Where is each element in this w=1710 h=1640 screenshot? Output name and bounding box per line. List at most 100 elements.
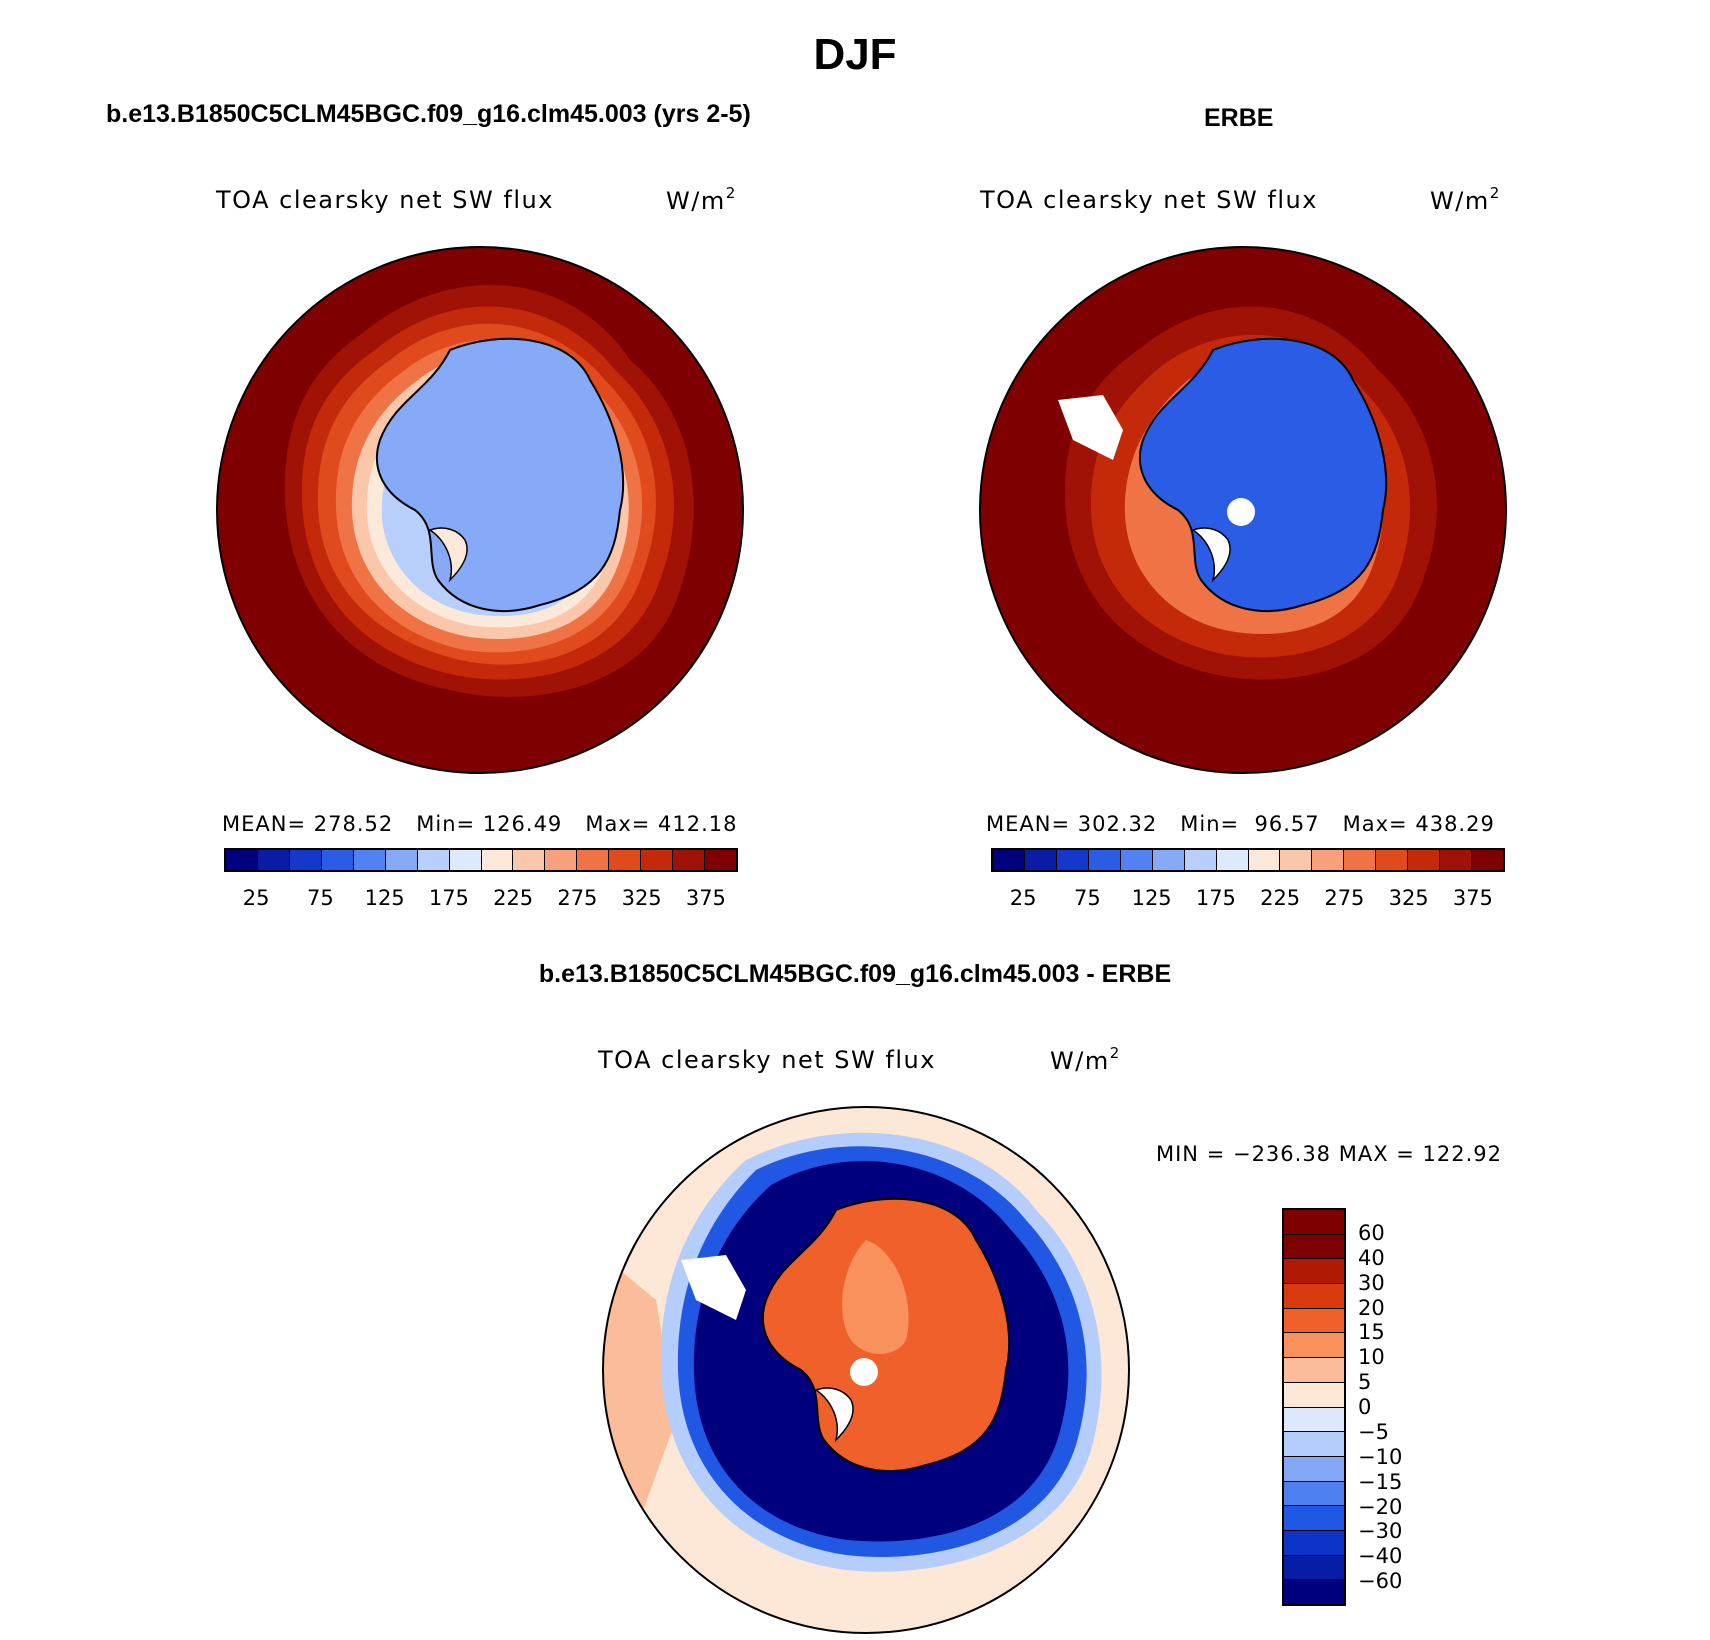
obs-colorbar-swatch bbox=[1344, 850, 1377, 870]
obs-colorbar-swatch bbox=[1472, 850, 1503, 870]
model-colorbar-swatch bbox=[513, 850, 546, 870]
model-colorbar-swatch bbox=[545, 850, 578, 870]
diff-colorbar-tick: 40 bbox=[1358, 1245, 1385, 1270]
obs-colorbar-tick: 175 bbox=[1195, 886, 1236, 910]
obs-colorbar-swatch bbox=[1056, 850, 1089, 870]
diff-colorbar-swatch bbox=[1284, 1358, 1344, 1383]
obs-colorbar-swatch bbox=[1440, 850, 1473, 870]
obs-colorbar bbox=[991, 848, 1505, 872]
obs-colorbar-swatch bbox=[1088, 850, 1121, 870]
diff-units-label: W/m2 bbox=[1050, 1044, 1121, 1075]
obs-colorbar-tick: 125 bbox=[1131, 886, 1172, 910]
obs-colorbar-swatch bbox=[1376, 850, 1409, 870]
diff-colorbar-swatch bbox=[1284, 1506, 1344, 1531]
obs-polar-map bbox=[979, 246, 1507, 774]
diff-colorbar bbox=[1282, 1208, 1346, 1606]
diff-panel-title: b.e13.B1850C5CLM45BGC.f09_g16.clm45.003 … bbox=[538, 960, 1172, 988]
model-colorbar-swatch bbox=[609, 850, 642, 870]
obs-colorbar-swatch bbox=[1216, 850, 1249, 870]
obs-colorbar-ticks: 25 75 125 175 225 275 325 375 bbox=[991, 882, 1505, 912]
obs-units-label: W/m2 bbox=[1430, 184, 1501, 215]
diff-colorbar-ticks: 60 40 30 20 15 10 5 0 −5 −10 −15 −20 −30 −40 −60 bbox=[1358, 1208, 1438, 1606]
model-colorbar-swatch bbox=[673, 850, 706, 870]
diff-colorbar-swatch bbox=[1284, 1481, 1344, 1507]
obs-colorbar-swatch bbox=[1184, 850, 1217, 870]
diff-colorbar-swatch bbox=[1284, 1259, 1344, 1285]
model-colorbar-swatch bbox=[289, 850, 322, 870]
diff-colorbar-tick: 5 bbox=[1358, 1370, 1372, 1395]
diff-variable-label: TOA clearsky net SW flux bbox=[598, 1046, 936, 1074]
diff-polar-map bbox=[602, 1106, 1130, 1634]
obs-colorbar-tick: 275 bbox=[1324, 886, 1365, 910]
diff-colorbar-swatch bbox=[1284, 1456, 1344, 1482]
model-colorbar-tick: 175 bbox=[428, 886, 469, 910]
diff-colorbar-swatch bbox=[1284, 1333, 1344, 1359]
diff-colorbar-tick: −30 bbox=[1358, 1519, 1403, 1544]
diff-colorbar-tick: 20 bbox=[1358, 1295, 1385, 1320]
model-polar-map bbox=[216, 246, 744, 774]
model-colorbar bbox=[224, 848, 738, 872]
model-colorbar-tick: 225 bbox=[493, 886, 534, 910]
model-colorbar-tick: 25 bbox=[242, 886, 270, 910]
diff-colorbar-tick: 30 bbox=[1358, 1270, 1385, 1295]
obs-colorbar-swatch bbox=[1408, 850, 1441, 870]
diff-colorbar-tick: 60 bbox=[1358, 1220, 1385, 1245]
diff-colorbar-tick: −5 bbox=[1358, 1419, 1389, 1444]
model-colorbar-tick: 325 bbox=[621, 886, 662, 910]
model-colorbar-tick: 275 bbox=[557, 886, 598, 910]
diff-colorbar-tick: −40 bbox=[1358, 1544, 1403, 1569]
model-colorbar-tick: 125 bbox=[364, 886, 405, 910]
obs-colorbar-swatch bbox=[1248, 850, 1281, 870]
model-colorbar-swatch bbox=[385, 850, 418, 870]
model-colorbar-swatch bbox=[449, 850, 482, 870]
diff-minmax: MIN = −236.38 MAX = 122.92 bbox=[1156, 1142, 1503, 1166]
diff-colorbar-swatch bbox=[1284, 1234, 1344, 1260]
diff-colorbar-swatch bbox=[1284, 1210, 1344, 1235]
model-colorbar-swatch bbox=[226, 850, 258, 870]
model-stats: MEAN= 278.52 Min= 126.49 Max= 412.18 bbox=[222, 812, 738, 836]
page-title: DJF bbox=[813, 30, 897, 79]
model-colorbar-ticks: 25 75 125 175 225 275 325 375 bbox=[224, 882, 738, 912]
diff-colorbar-tick: −20 bbox=[1358, 1494, 1403, 1519]
diff-colorbar-tick: −10 bbox=[1358, 1444, 1403, 1469]
model-variable-label: TOA clearsky net SW flux bbox=[216, 186, 554, 214]
diff-colorbar-swatch bbox=[1284, 1555, 1344, 1581]
diff-colorbar-swatch bbox=[1284, 1407, 1344, 1433]
model-colorbar-swatch bbox=[257, 850, 290, 870]
obs-colorbar-tick: 325 bbox=[1388, 886, 1429, 910]
model-colorbar-swatch bbox=[417, 850, 450, 870]
model-colorbar-tick: 375 bbox=[685, 886, 726, 910]
obs-colorbar-swatch bbox=[1152, 850, 1185, 870]
model-colorbar-tick: 75 bbox=[307, 886, 334, 910]
obs-colorbar-tick: 25 bbox=[1009, 886, 1037, 910]
obs-panel-title: ERBE bbox=[1204, 104, 1274, 132]
diff-colorbar-swatch bbox=[1284, 1308, 1344, 1334]
diff-colorbar-tick: 10 bbox=[1358, 1345, 1385, 1370]
model-colorbar-swatch bbox=[641, 850, 674, 870]
diff-colorbar-swatch bbox=[1284, 1580, 1344, 1604]
model-colorbar-swatch bbox=[577, 850, 610, 870]
obs-colorbar-swatch bbox=[1312, 850, 1345, 870]
diff-colorbar-tick: −60 bbox=[1358, 1569, 1403, 1594]
diff-colorbar-tick: 0 bbox=[1358, 1395, 1372, 1419]
diff-colorbar-swatch bbox=[1284, 1284, 1344, 1309]
model-panel-title: b.e13.B1850C5CLM45BGC.f09_g16.clm45.003 … bbox=[106, 100, 751, 128]
obs-stats: MEAN= 302.32 Min= 96.57 Max= 438.29 bbox=[986, 812, 1495, 836]
model-colorbar-swatch bbox=[705, 850, 736, 870]
obs-colorbar-tick: 225 bbox=[1260, 886, 1301, 910]
obs-variable-label: TOA clearsky net SW flux bbox=[980, 186, 1318, 214]
obs-colorbar-swatch bbox=[1280, 850, 1313, 870]
obs-colorbar-swatch bbox=[1120, 850, 1153, 870]
obs-colorbar-swatch bbox=[993, 850, 1025, 870]
obs-colorbar-swatch bbox=[1024, 850, 1057, 870]
diff-colorbar-swatch bbox=[1284, 1382, 1344, 1408]
obs-colorbar-tick: 375 bbox=[1452, 886, 1493, 910]
diff-colorbar-tick: 15 bbox=[1358, 1320, 1385, 1345]
diff-colorbar-swatch bbox=[1284, 1530, 1344, 1556]
model-units-label: W/m2 bbox=[666, 184, 737, 215]
model-colorbar-swatch bbox=[321, 850, 354, 870]
model-colorbar-swatch bbox=[353, 850, 386, 870]
diff-colorbar-tick: −15 bbox=[1358, 1469, 1403, 1494]
model-colorbar-swatch bbox=[481, 850, 514, 870]
diff-colorbar-swatch bbox=[1284, 1432, 1344, 1457]
